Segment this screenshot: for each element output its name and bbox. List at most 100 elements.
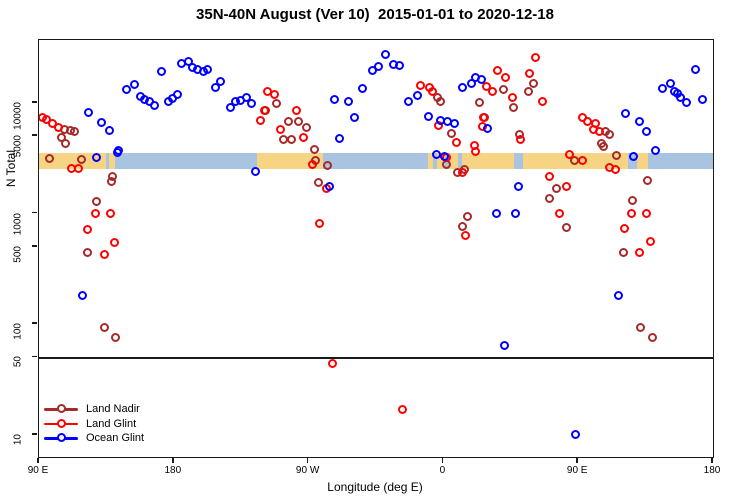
data-point xyxy=(335,134,345,144)
data-point xyxy=(460,231,470,241)
map-strip-land-segment xyxy=(462,152,515,169)
data-point xyxy=(665,79,675,89)
data-point xyxy=(327,359,337,369)
data-point xyxy=(610,165,620,175)
data-point xyxy=(524,69,534,79)
data-point xyxy=(647,332,657,342)
data-point xyxy=(482,124,492,134)
data-point xyxy=(105,126,115,136)
data-point xyxy=(78,291,88,301)
data-point xyxy=(314,178,324,188)
data-point xyxy=(216,77,226,87)
data-point xyxy=(157,67,167,77)
y-tick-label: 100 xyxy=(12,323,24,340)
data-point xyxy=(657,84,667,94)
data-point xyxy=(528,79,538,89)
data-point xyxy=(284,117,294,127)
data-point xyxy=(537,97,547,107)
data-point xyxy=(681,98,691,108)
data-point xyxy=(544,194,554,204)
y-tick-label: 5000 xyxy=(12,135,24,158)
data-point xyxy=(618,248,628,258)
data-point xyxy=(91,208,101,218)
data-point xyxy=(435,97,445,107)
data-point xyxy=(634,117,644,127)
data-point xyxy=(315,218,325,228)
data-point xyxy=(270,90,280,99)
map-strip-land-segment xyxy=(437,152,446,169)
data-point xyxy=(478,112,488,122)
data-point xyxy=(431,149,441,159)
data-point xyxy=(272,98,282,108)
data-point xyxy=(203,65,213,75)
data-point xyxy=(53,123,63,133)
data-point xyxy=(508,103,518,113)
land-glint-symbol-icon xyxy=(44,418,78,429)
map-strip-ocean-segment xyxy=(458,152,463,169)
y-tick-label: 1000 xyxy=(12,212,24,235)
map-strip-ocean-segment xyxy=(514,152,524,169)
data-point xyxy=(380,50,390,60)
data-point xyxy=(523,86,533,96)
data-point xyxy=(492,66,502,76)
data-point xyxy=(500,73,510,83)
data-point xyxy=(374,62,384,72)
data-point xyxy=(561,182,571,192)
x-tick-mark xyxy=(576,458,578,463)
data-point xyxy=(74,164,84,174)
data-point xyxy=(628,152,638,162)
data-point xyxy=(106,209,116,219)
map-strip-land-segment xyxy=(637,152,649,169)
data-point xyxy=(330,94,339,104)
y-tick-mark xyxy=(32,101,37,103)
data-point xyxy=(604,130,614,140)
data-point xyxy=(611,151,621,161)
data-point xyxy=(368,66,378,76)
data-point xyxy=(564,150,574,160)
data-point xyxy=(325,182,335,192)
map-strip-ocean-segment xyxy=(114,152,257,169)
data-point xyxy=(302,123,312,133)
data-point xyxy=(310,145,320,155)
x-tick-mark xyxy=(37,458,39,463)
data-point xyxy=(577,155,587,165)
x-tick-label: 90 E xyxy=(27,465,49,476)
data-point xyxy=(77,155,87,165)
data-point xyxy=(650,146,660,156)
data-point xyxy=(395,60,404,70)
y-tick-mark xyxy=(32,322,37,324)
data-point xyxy=(130,80,140,90)
data-point xyxy=(110,238,120,248)
y-tick-label: 50 xyxy=(12,356,24,368)
data-point xyxy=(173,90,183,99)
data-point xyxy=(451,138,461,148)
y-tick-mark xyxy=(32,134,37,136)
plot-area: Land Nadir Land Glint Ocean Glint xyxy=(38,39,714,458)
data-point xyxy=(412,91,422,101)
data-point xyxy=(470,147,480,157)
data-point xyxy=(594,127,604,137)
data-point xyxy=(598,142,608,152)
data-point xyxy=(107,176,117,186)
data-point xyxy=(100,249,110,259)
chart-title: 35N-40N August (Ver 10) 2015-01-01 to 20… xyxy=(196,6,554,23)
data-point xyxy=(287,135,297,145)
data-point xyxy=(344,96,354,106)
data-point xyxy=(620,109,630,119)
data-point xyxy=(427,87,437,97)
x-tick-label: 0 xyxy=(439,465,446,476)
data-point xyxy=(507,93,517,103)
data-point xyxy=(256,116,266,126)
data-point xyxy=(462,212,472,222)
data-point xyxy=(439,151,449,161)
data-point xyxy=(498,85,508,95)
data-point xyxy=(292,105,302,115)
data-point xyxy=(487,86,497,96)
data-point xyxy=(513,182,523,192)
data-point xyxy=(398,404,407,414)
map-strip-land-segment xyxy=(449,152,459,169)
data-point xyxy=(619,224,629,234)
data-point xyxy=(111,332,121,342)
data-point xyxy=(122,85,132,95)
data-point xyxy=(226,103,236,113)
